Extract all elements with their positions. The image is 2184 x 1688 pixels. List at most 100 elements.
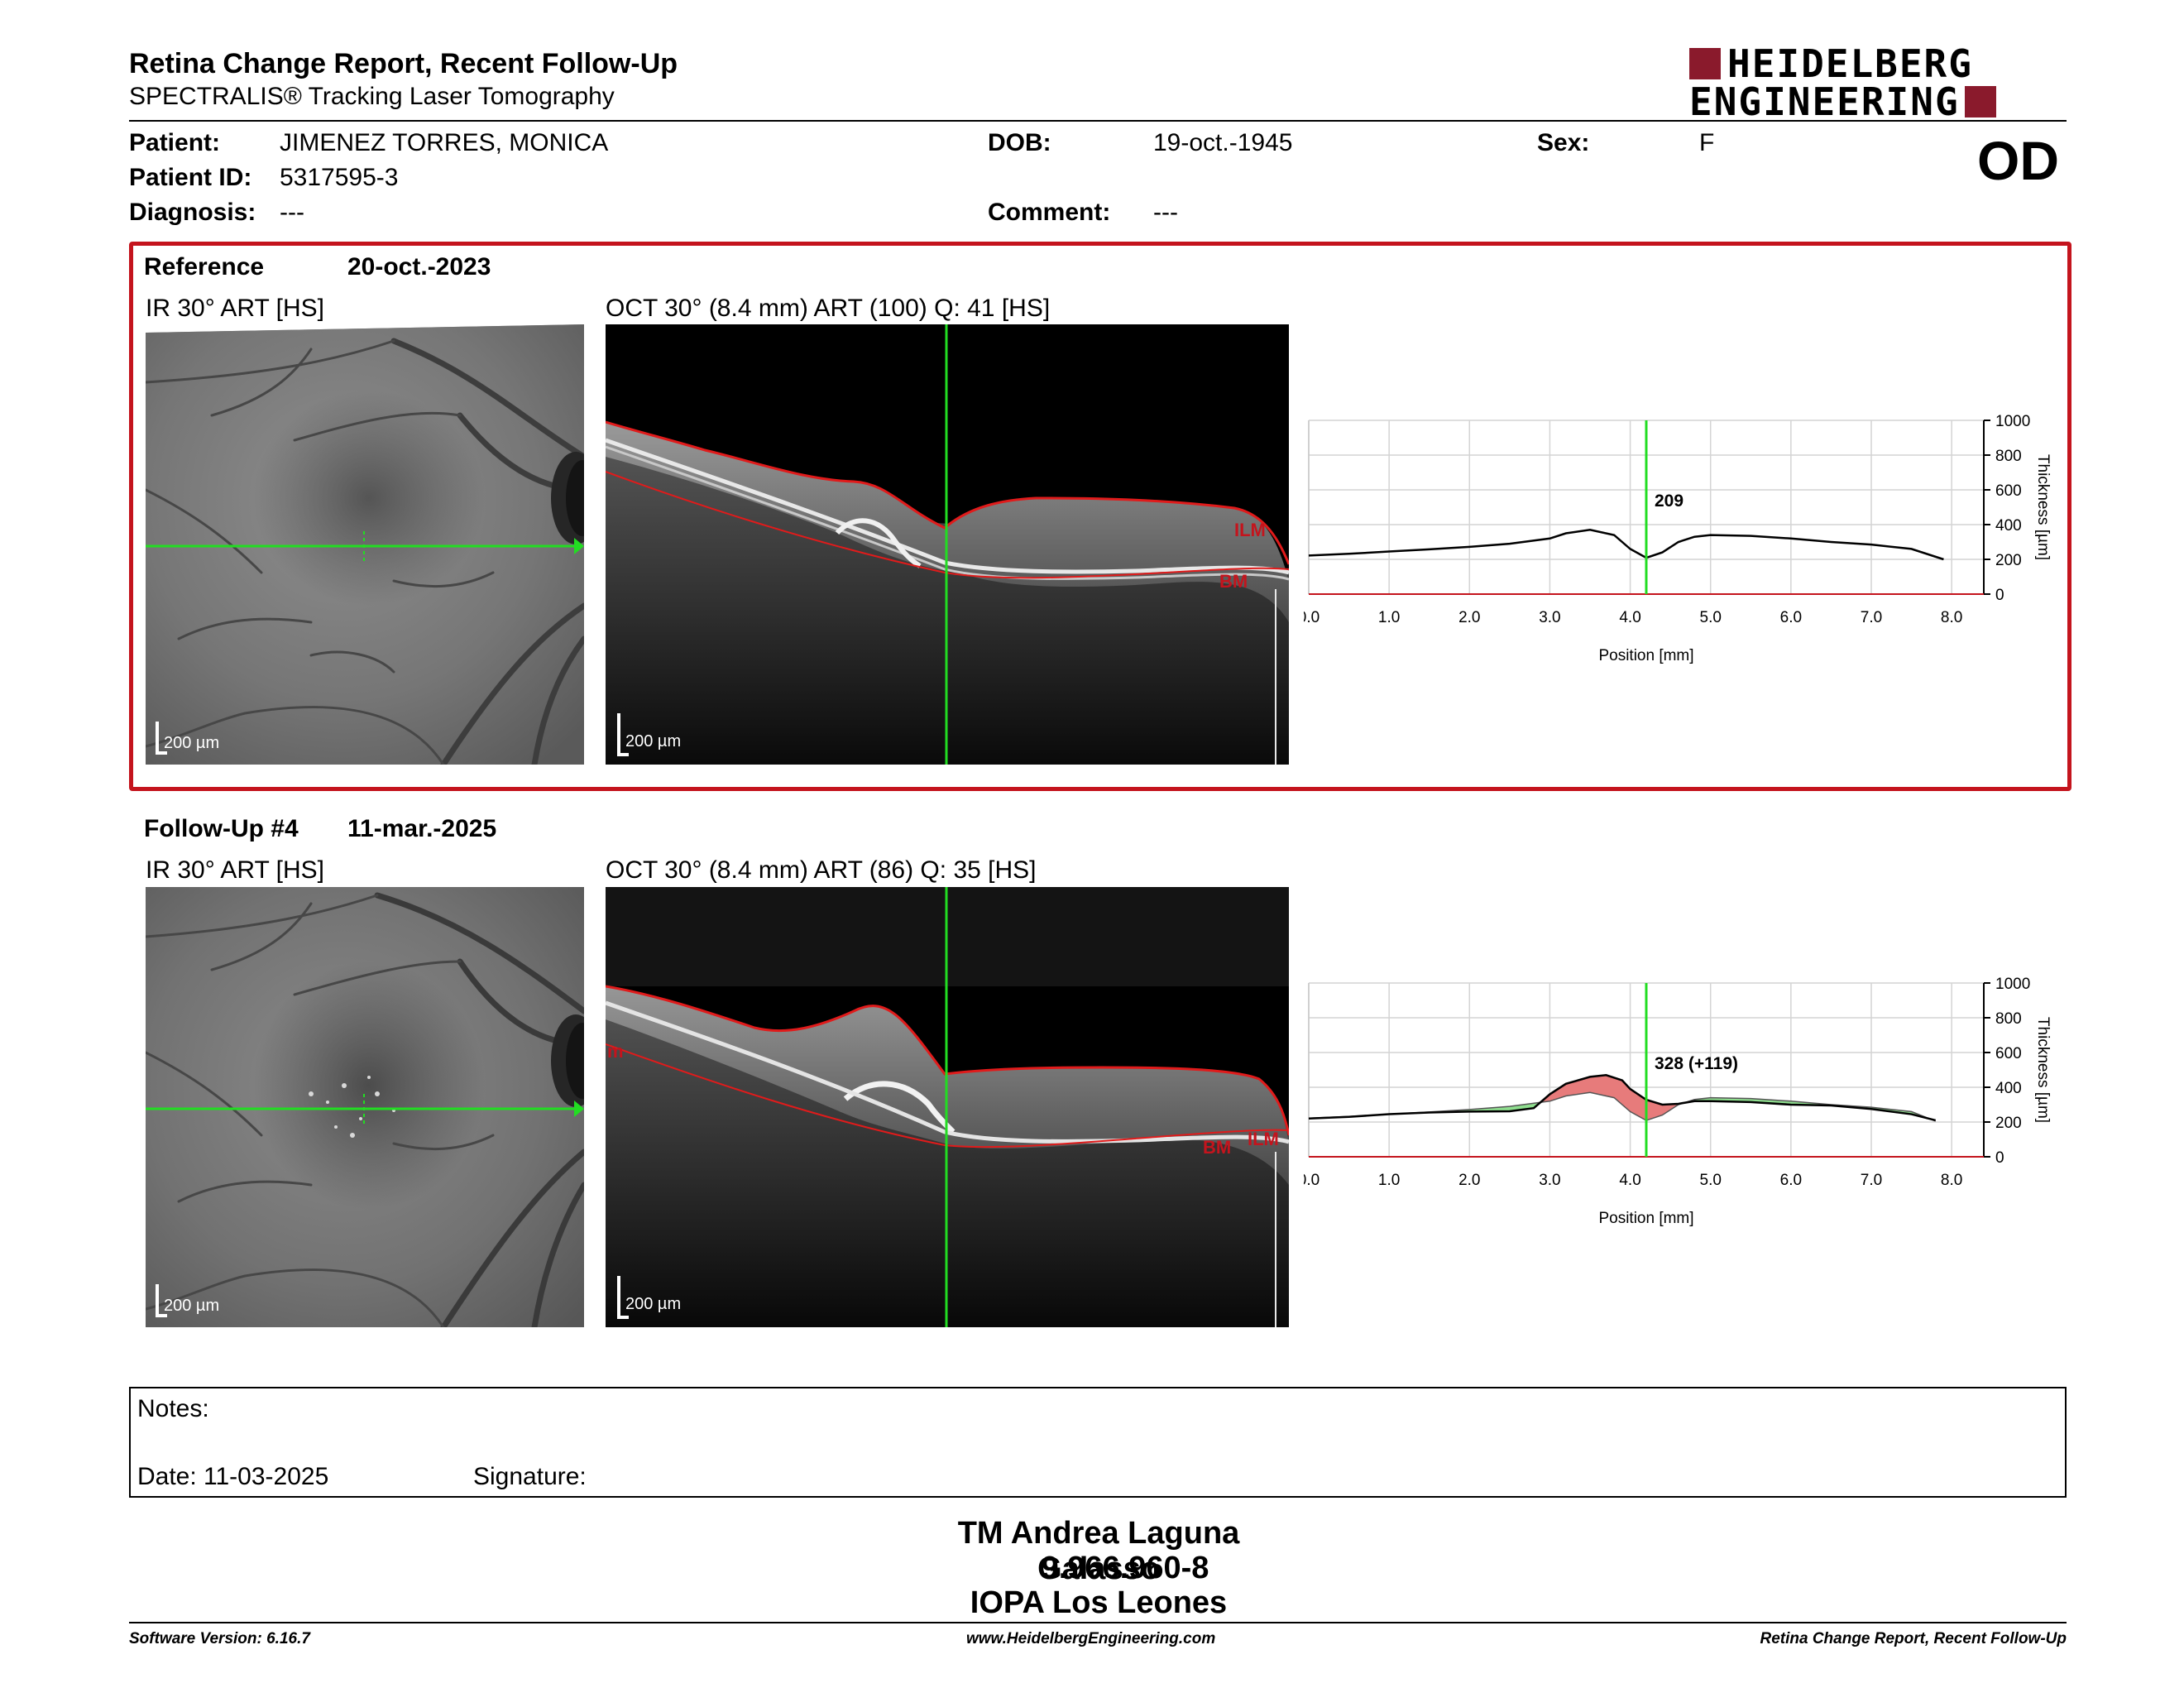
notes-date: Date: 11-03-2025: [137, 1463, 329, 1490]
followup-chart-xtick-label: 5.0: [1700, 1172, 1722, 1189]
reference-thickness-chart-svg: 0 200 400 600 800 1000 0.0 1.0 2.0 3.0 4.0 5.0 6.0 7.…: [1298, 413, 2052, 664]
reference-ir-fundus-svg: [146, 324, 584, 765]
reference-chart-xlabel: Position [mm]: [1598, 647, 1693, 664]
followup-chart-ylabel: Thickness [µm]: [2034, 1017, 2052, 1123]
followup-chart-reference-line: [1308, 1091, 1936, 1122]
header-divider: [129, 120, 2067, 122]
followup-bm-label: BM: [1203, 1137, 1231, 1158]
reference-chart-ytick-label: 200: [1995, 552, 2022, 569]
logo-line-1: HEIDELBERG: [1727, 41, 1973, 86]
reference-chart-cursor-value: 209: [1655, 492, 1684, 511]
reference-chart-ytick-label: 600: [1995, 482, 2022, 500]
diagnosis-value: ---: [280, 199, 304, 226]
reference-oct-bscan-image: ILM BM 200 µm: [606, 324, 1289, 765]
scalebar-horizontal: [617, 1316, 629, 1319]
logo-square-icon: [1964, 86, 1996, 117]
reference-label: Reference: [144, 253, 265, 281]
scalebar-label: 200 µm: [625, 732, 682, 750]
scalebar-label: 200 µm: [164, 734, 220, 752]
scalebar-label: 200 µm: [164, 1297, 220, 1315]
patient-label: Patient:: [129, 129, 221, 156]
notes-label: Notes:: [137, 1395, 209, 1422]
followup-chart-cursor-value: 328 (+119): [1655, 1054, 1738, 1073]
scalebar-label: 200 µm: [625, 1295, 682, 1313]
followup-chart-xtick-label: 4.0: [1619, 1172, 1640, 1189]
reference-chart-xtick-label: 5.0: [1700, 609, 1722, 626]
followup-chart-ytick-label: 200: [1995, 1115, 2022, 1132]
diagnosis-label: Diagnosis:: [129, 199, 256, 226]
comment-label: Comment:: [988, 199, 1111, 226]
reference-chart-xtick-label: 2.0: [1458, 609, 1480, 626]
comment-value: ---: [1153, 199, 1178, 226]
reference-ir-scalebar: 200 µm: [156, 722, 238, 755]
followup-date: 11-mar.-2025: [347, 815, 497, 842]
followup-label: Follow-Up #4: [144, 815, 299, 842]
followup-chart-followup-line: [1308, 1074, 1937, 1122]
reference-chart-ytick-label: 0: [1995, 587, 2004, 604]
followup-chart-thickness-increase-area: [1541, 1075, 1684, 1121]
website-link[interactable]: www.HeidelbergEngineering.com: [966, 1630, 1216, 1647]
followup-chart-xtick-label: 1.0: [1378, 1172, 1400, 1189]
signer-organization: IOPA Los Leones: [970, 1585, 1228, 1620]
scalebar-horizontal: [617, 753, 629, 756]
followup-ir-fundus-svg: [146, 887, 584, 1327]
signer-id: 9.966.960-8: [1041, 1551, 1209, 1585]
followup-chart-ytick-label: 0: [1995, 1149, 2004, 1167]
scalebar-vertical: [156, 1284, 159, 1317]
followup-ilm-left-label: m: [607, 1041, 624, 1062]
reference-chart-thickness-line: [1308, 529, 1944, 561]
scalebar-vertical: [156, 722, 159, 755]
scalebar-vertical: [617, 1276, 620, 1319]
reference-chart-ytick-label: 1000: [1995, 414, 2030, 430]
logo-square-icon: [1689, 48, 1721, 79]
signature-label: Signature:: [473, 1463, 587, 1490]
followup-ilm-label: ILM: [1248, 1129, 1279, 1149]
logo-line-2: ENGINEERING: [1689, 79, 1960, 124]
software-version: Software Version: 6.16.7: [129, 1630, 310, 1647]
signer-name: TM Andrea Laguna Galasso: [957, 1516, 1240, 1586]
reference-chart-xtick-label: 0.0: [1304, 609, 1320, 626]
followup-oct-scalebar: 200 µm: [617, 1276, 700, 1319]
footer-report-name: Retina Change Report, Recent Follow-Up: [1760, 1630, 2067, 1647]
reference-bm-label: BM: [1219, 571, 1248, 592]
followup-chart-xtick-label: 0.0: [1304, 1172, 1320, 1189]
followup-thickness-chart-svg: 0 200 400 600 800 1000 0.0 1.0 2.0 3.0 4.0 5.0 6.0 7.…: [1298, 976, 2052, 1227]
scalebar-horizontal: [156, 1314, 167, 1317]
followup-ir-caption: IR 30° ART [HS]: [146, 856, 324, 884]
followup-oct-bscan-image: m ILM BM 200 µm: [606, 887, 1289, 1327]
reference-highlight-box: [129, 242, 2071, 791]
followup-chart-ytick-label: 800: [1995, 1010, 2022, 1028]
report-subtitle: SPECTRALIS® Tracking Laser Tomography: [129, 83, 615, 110]
reference-ilm-label: ILM: [1234, 520, 1266, 540]
dob-label: DOB:: [988, 129, 1051, 156]
brand-logo-line-2: ENGINEERING: [1689, 83, 1996, 121]
followup-chart-xlabel: Position [mm]: [1598, 1210, 1693, 1227]
followup-chart-xtick-label: 3.0: [1539, 1172, 1560, 1189]
reference-chart-xtick-label: 4.0: [1619, 609, 1640, 626]
reference-thickness-chart: 0 200 400 600 800 1000 0.0 1.0 2.0 3.0 4.0 5.0 6.0 7.…: [1298, 413, 2081, 679]
dob-value: 19-oct.-1945: [1153, 129, 1293, 156]
reference-date: 20-oct.-2023: [347, 253, 491, 281]
patient-id: 5317595-3: [280, 164, 399, 191]
reference-oct-caption: OCT 30° (8.4 mm) ART (100) Q: 41 [HS]: [606, 295, 1051, 322]
sex-label: Sex:: [1537, 129, 1590, 156]
followup-oct-svg: m ILM BM: [606, 887, 1289, 1327]
notes-box: Notes: Date: 11-03-2025 Signature:: [129, 1387, 2067, 1498]
reference-ir-caption: IR 30° ART [HS]: [146, 295, 324, 322]
followup-oct-caption: OCT 30° (8.4 mm) ART (86) Q: 35 [HS]: [606, 856, 1037, 884]
eye-indicator: OD: [1977, 130, 2059, 191]
reference-chart-xtick-label: 6.0: [1780, 609, 1802, 626]
scalebar-vertical: [617, 713, 620, 756]
reference-chart-ylabel: Thickness [µm]: [2034, 454, 2052, 560]
followup-chart-xtick-label: 7.0: [1861, 1172, 1882, 1189]
footer-divider: [129, 1622, 2067, 1623]
patient-name: JIMENEZ TORRES, MONICA: [280, 129, 609, 156]
followup-ir-scalebar: 200 µm: [156, 1284, 238, 1317]
brand-logo: HEIDELBERG: [1689, 45, 1973, 83]
followup-chart-ytick-label: 600: [1995, 1045, 2022, 1062]
reference-chart-xtick-label: 1.0: [1378, 609, 1400, 626]
followup-chart-xtick-label: 8.0: [1941, 1172, 1962, 1189]
report-title: Retina Change Report, Recent Follow-Up: [129, 48, 678, 79]
reference-oct-svg: ILM BM: [606, 324, 1289, 765]
reference-chart-ytick-label: 800: [1995, 448, 2022, 465]
